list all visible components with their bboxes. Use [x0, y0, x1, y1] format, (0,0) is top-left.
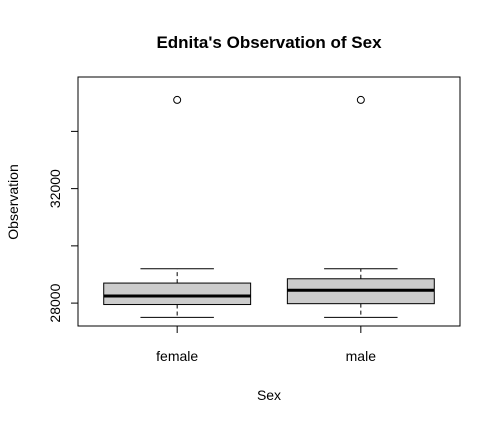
box-group [104, 96, 435, 317]
y-tick-label: 32000 [47, 169, 63, 208]
outlier-point [357, 96, 364, 103]
y-axis-label: Observation [5, 164, 21, 239]
y-tick-label: 28000 [47, 283, 63, 322]
box-male [287, 96, 434, 317]
chart-title: Ednita's Observation of Sex [156, 33, 382, 52]
y-axis: 28000 32000 [47, 131, 78, 322]
x-tick-label: female [156, 348, 198, 364]
outlier-point [174, 96, 181, 103]
x-axis-label: Sex [257, 387, 281, 403]
iqr-box [104, 283, 251, 304]
x-axis: female male [156, 326, 376, 364]
box-female [104, 96, 251, 317]
x-tick-label: male [346, 348, 377, 364]
